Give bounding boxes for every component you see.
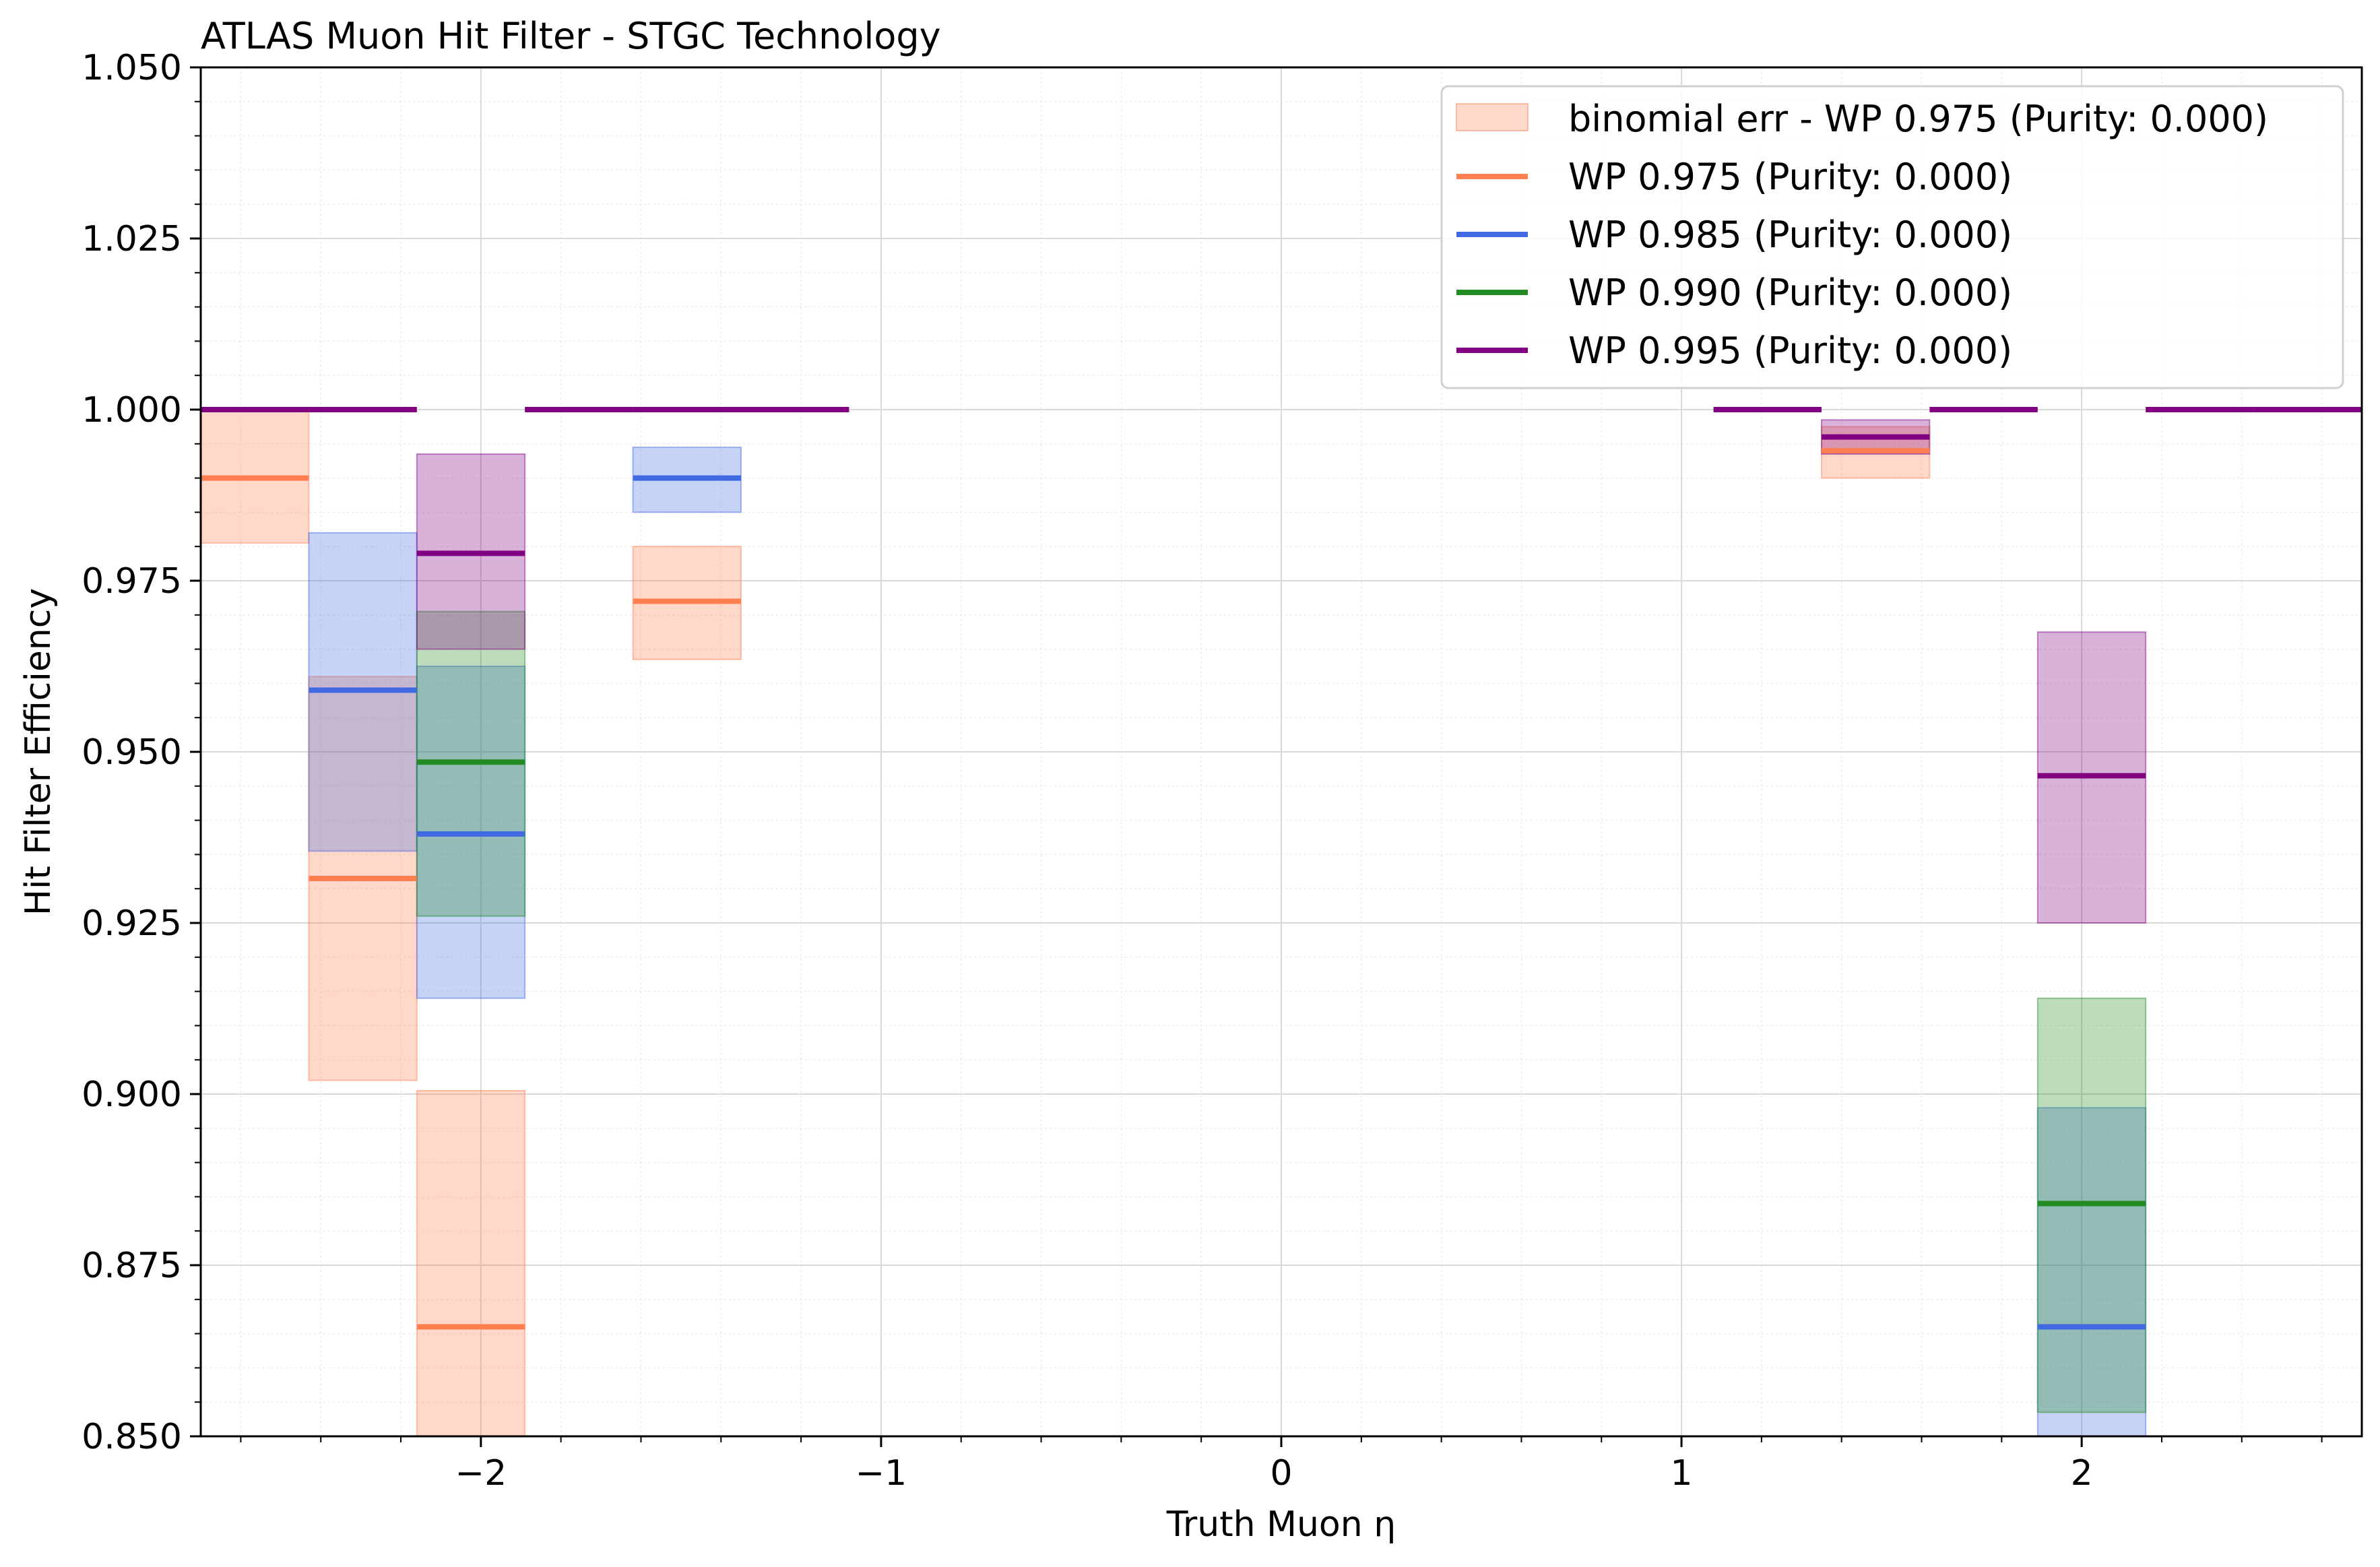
error-band <box>2036 1107 2147 1436</box>
y-tick-label: 0.850 <box>82 1417 182 1457</box>
legend-entry-label: WP 0.995 (Purity: 0.000) <box>1568 329 2012 372</box>
y-tick-labels: 0.850 0.875 0.900 0.925 0.950 0.975 1.000 1.025… <box>82 48 182 1457</box>
y-tick-label: 0.975 <box>82 561 182 602</box>
x-tick-label: 0 <box>1270 1453 1292 1494</box>
x-tick-label: −1 <box>856 1453 907 1494</box>
legend-entry-label: binomial err - WP 0.975 (Purity: 0.000) <box>1568 98 2268 140</box>
x-axis-label: Truth Muon η <box>1166 1504 1396 1545</box>
y-tick-label: 1.025 <box>82 219 182 259</box>
x-tick-labels: −2 −1 0 1 2 <box>455 1453 2093 1494</box>
error-band <box>416 1089 526 1436</box>
legend-frame <box>1440 85 2344 389</box>
x-tick-label: 2 <box>2071 1453 2093 1494</box>
x-tick-label: 1 <box>1671 1453 1693 1494</box>
x-tick-label: −2 <box>455 1453 507 1494</box>
y-tick-label: 0.900 <box>82 1075 182 1115</box>
chart-title: ATLAS Muon Hit Filter - STGC Technology <box>201 15 941 57</box>
efficiency-lines <box>201 407 2362 1330</box>
y-tick-label: 1.000 <box>82 390 182 430</box>
legend-entry-label: WP 0.985 (Purity: 0.000) <box>1568 214 2012 256</box>
legend: binomial err - WP 0.975 (Purity: 0.000) W… <box>1440 85 2344 389</box>
axis-ticks <box>190 66 2323 1447</box>
legend-entry-label: WP 0.975 (Purity: 0.000) <box>1568 156 2012 198</box>
y-axis-label: Hit Filter Efficiency <box>18 588 59 916</box>
y-tick-label: 0.875 <box>82 1246 182 1286</box>
legend-swatch-band <box>1456 103 1529 131</box>
y-tick-label: 1.050 <box>82 48 182 88</box>
y-tick-label: 0.925 <box>82 903 182 944</box>
legend-entry-label: WP 0.990 (Purity: 0.000) <box>1568 271 2012 314</box>
y-tick-label: 0.950 <box>82 732 182 773</box>
